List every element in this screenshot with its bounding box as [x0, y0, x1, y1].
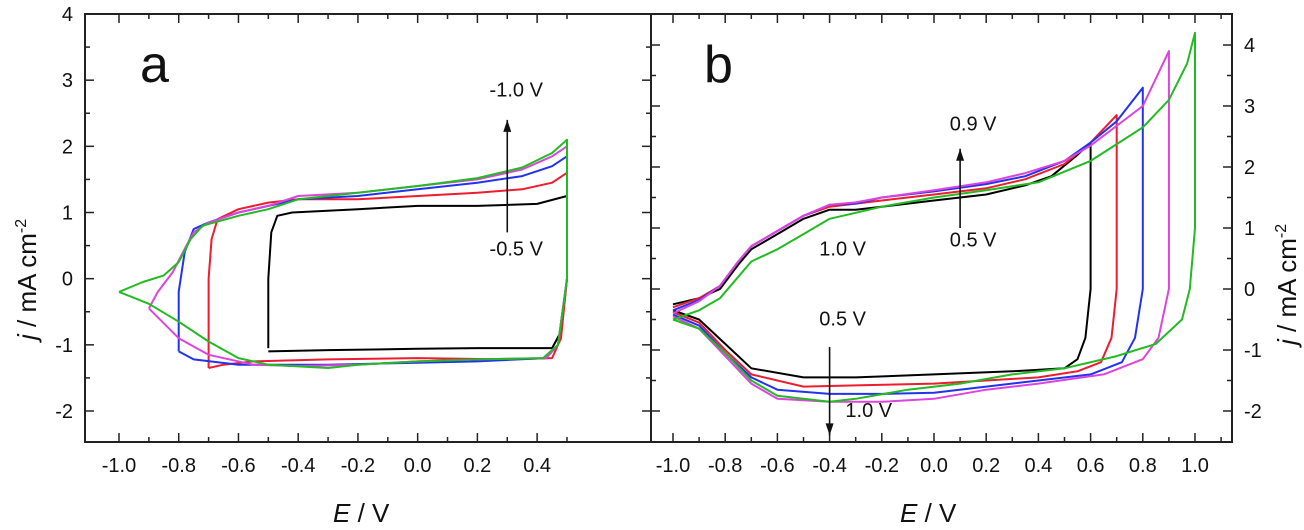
- y-tick-label: 1: [62, 203, 73, 225]
- y-tick-label: -1: [1244, 340, 1262, 362]
- x-tick-label: 1.0: [1181, 455, 1209, 477]
- annotation-label: -0.5 V: [490, 239, 544, 261]
- x-tick-label: 0.4: [1024, 455, 1052, 477]
- x-tick-label: -1.0: [102, 455, 136, 477]
- cv-curve--1-0-V: [118, 138, 568, 369]
- y-tick-label: -1: [55, 335, 73, 357]
- y-tick-label: 3: [62, 70, 73, 92]
- arrow-head: [825, 423, 834, 436]
- y-tick-label: 4: [1244, 35, 1255, 57]
- y-tick-label: 2: [1244, 157, 1255, 179]
- annotation-label: 0.5 V: [950, 229, 997, 251]
- x-tick-label: 0.2: [463, 455, 491, 477]
- cv-curve-1-0-V: [672, 31, 1196, 403]
- x-title-symbol: E: [333, 498, 351, 528]
- panel-b-x-axis-title: E / V: [900, 498, 957, 528]
- x-tick-label: -0.4: [281, 455, 315, 477]
- y-title-unit: / mA cm: [12, 233, 42, 334]
- y-title-exponent: -2: [1273, 224, 1290, 238]
- annotation-label: 0.9 V: [950, 113, 997, 135]
- panel-a: -1.0 -0.8 -0.6 -0.4 -0.2 0.0 0.2 0.4 -2 -1 0 1 2 3 4 -1…: [55, 4, 652, 477]
- x-tick-label: 0.0: [404, 455, 432, 477]
- cv-curve--0-6-V: [207, 171, 568, 369]
- arrow-head: [956, 148, 965, 161]
- y-tick-label: 0: [62, 269, 73, 291]
- cv-curve-0-9-V: [672, 50, 1170, 403]
- x-tick-label: -0.8: [161, 455, 195, 477]
- annotation-label: 1.0 V: [845, 400, 892, 422]
- annotation-label: 0.5 V: [819, 309, 866, 331]
- panel-b-y-axis-title: j / mA cm-2: [1272, 224, 1302, 348]
- arrow-head: [503, 119, 512, 132]
- cv-curve-0-7-V: [672, 114, 1118, 388]
- x-title-unit: / V: [350, 498, 390, 528]
- y-tick-label: 1: [1244, 218, 1255, 240]
- panel-a-letter: a: [140, 36, 169, 94]
- x-tick-label: -0.2: [341, 455, 375, 477]
- panel-a-x-axis-title: E / V: [333, 498, 390, 528]
- x-tick-label: 0.2: [972, 455, 1000, 477]
- x-tick-label: -0.4: [812, 455, 846, 477]
- x-title-unit: / V: [917, 498, 957, 528]
- y-title-unit: / mA cm: [1272, 238, 1302, 339]
- y-tick-label: 0: [1244, 279, 1255, 301]
- plot-frame: [650, 13, 1233, 443]
- x-tick-label: -0.8: [708, 455, 742, 477]
- x-tick-label: -0.6: [221, 455, 255, 477]
- y-title-exponent: -2: [13, 219, 30, 233]
- x-tick-label: -1.0: [656, 455, 690, 477]
- x-tick-label: 0.6: [1077, 455, 1105, 477]
- cv-curve--0-8-V: [148, 145, 568, 367]
- y-title-symbol: j: [1272, 338, 1302, 348]
- panel-a-y-axis-title: j / mA cm-2: [12, 219, 42, 343]
- y-tick-label: 3: [1244, 96, 1255, 118]
- y-tick-label: -2: [55, 401, 73, 423]
- x-tick-label: -0.2: [865, 455, 899, 477]
- cv-curve-0-8-V: [672, 86, 1144, 395]
- y-tick-label: 4: [62, 4, 73, 26]
- x-tick-label: 0.8: [1129, 455, 1157, 477]
- x-tick-label: 0.4: [523, 455, 551, 477]
- annotation-label: 1.0 V: [819, 238, 866, 260]
- panel-b: -1.0 -0.8 -0.6 -0.4 -0.2 0.0 0.2 0.4 0.6 0.8 1.0 -2…: [650, 13, 1262, 477]
- panel-b-letter: b: [704, 36, 733, 94]
- x-title-symbol: E: [900, 498, 918, 528]
- annotation-label: -1.0 V: [490, 80, 544, 102]
- y-tick-label: -2: [1244, 401, 1262, 423]
- cv-curve--0-5-V: [267, 195, 568, 353]
- y-title-symbol: j: [12, 333, 42, 343]
- x-tick-label: 0.0: [920, 455, 948, 477]
- y-tick-label: 2: [62, 136, 73, 158]
- x-tick-label: -0.6: [760, 455, 794, 477]
